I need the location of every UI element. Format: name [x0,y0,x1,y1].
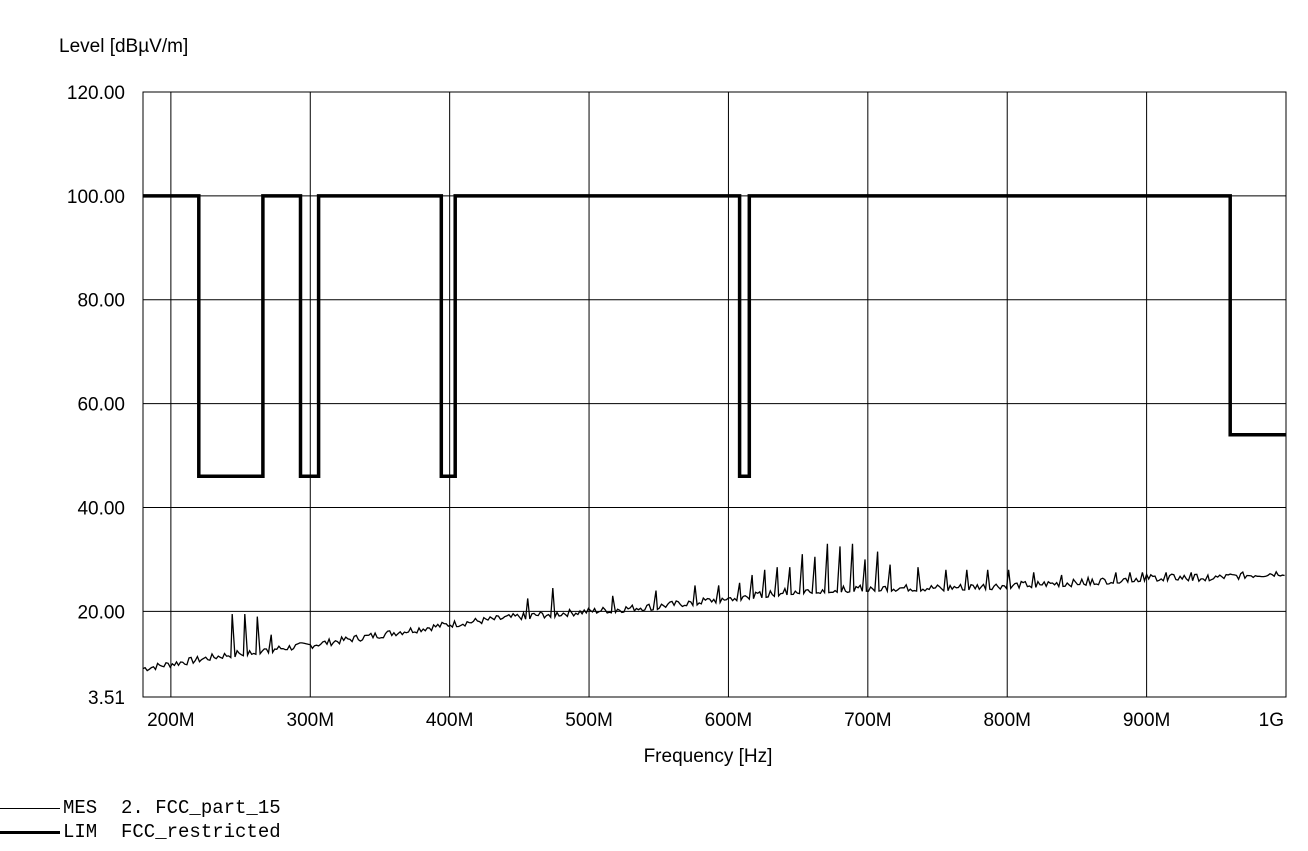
legend-swatch-lim [0,830,60,834]
x-tick-label: 1G [1259,710,1284,731]
legend: MES 2. FCC_part_15 LIM FCC_restricted [0,796,281,844]
x-tick-label: 300M [287,710,335,731]
y-tick-label: 100.00 [67,187,125,208]
plot-frame [142,91,1287,698]
x-tick-label: 700M [844,710,892,731]
x-tick-labels: 200M 300M 400M 500M 600M 700M 800M 900M 1G [147,710,1284,731]
y-tick-label: 40.00 [77,498,125,519]
series-line-lim [143,194,1286,479]
x-tick-label: 200M [147,710,195,731]
y-axis-label: Level [dBµV/m] [59,36,188,57]
x-tick-label: 600M [705,710,753,731]
x-tick-label: 900M [1123,710,1171,731]
legend-item-mes: MES 2. FCC_part_15 [0,796,281,820]
legend-label-lim: FCC_restricted [121,821,281,843]
legend-code-lim: LIM [63,821,98,843]
legend-swatch-mes [0,807,60,809]
y-tick-label: 80.00 [77,291,125,312]
x-tick-label: 500M [565,710,613,731]
y-tick-label: 60.00 [77,395,125,416]
legend-item-lim: LIM FCC_restricted [0,820,281,844]
legend-label-mes: 2. FCC_part_15 [121,797,281,819]
legend-code-mes: MES [63,797,98,819]
y-tick-label: 20.00 [77,602,125,623]
x-tick-label: 800M [983,710,1031,731]
x-axis-label: Frequency [Hz] [644,746,773,767]
y-tick-labels: 3.51 20.00 40.00 60.00 80.00 100.00 120.00 [67,83,125,709]
y-tick-label: 120.00 [67,83,125,104]
x-tick-label: 400M [426,710,474,731]
grid-lines [143,91,1287,697]
series-line-mes [142,543,1285,672]
y-tick-label: 3.51 [88,688,125,709]
